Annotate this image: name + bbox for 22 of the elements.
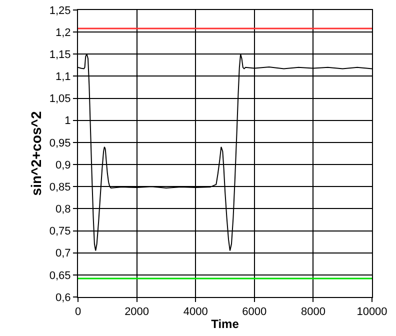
y-tick-label: 1,05	[49, 93, 71, 106]
y-tick-label: 0,9	[56, 159, 71, 172]
y-tick-label: 0,65	[49, 270, 71, 282]
y-tick-label: 1	[64, 115, 71, 128]
x-tick-label: 10000	[356, 306, 388, 318]
y-tick-label: 1,2	[56, 26, 71, 39]
x-tick-label: 4000	[183, 306, 208, 318]
y-tick-label: 0,95	[49, 137, 71, 150]
y-tick-label: 1,1	[56, 71, 71, 84]
x-tick-label: 6000	[242, 306, 267, 318]
y-tick-label: 1,15	[49, 49, 71, 61]
x-tick-label: 8000	[300, 306, 326, 318]
x-tick-label: 2000	[124, 306, 150, 318]
y-tick-label: 0,85	[49, 181, 71, 194]
y-tick-label: 1,25	[49, 4, 71, 17]
x-axis-title: Time	[211, 317, 240, 332]
y-axis-title: sin^2+cos^2	[28, 111, 44, 196]
y-tick-label: 0,75	[49, 226, 71, 238]
y-tick-label: 0,8	[56, 204, 71, 216]
y-tick-label: 0,7	[56, 248, 71, 260]
y-tick-label: 0,6	[56, 292, 71, 304]
x-tick-label: 0	[74, 306, 82, 318]
